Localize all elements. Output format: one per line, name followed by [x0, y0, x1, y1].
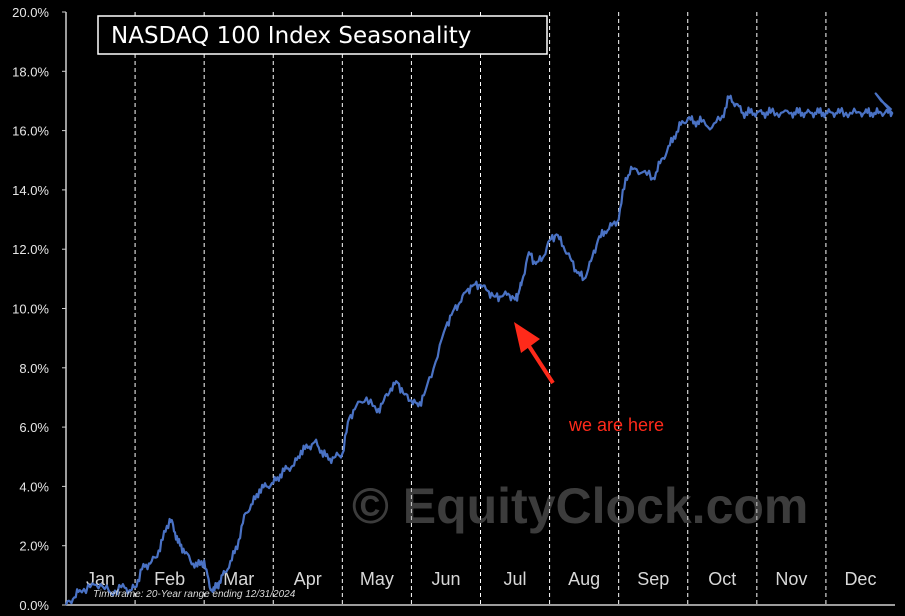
month-label: May: [360, 569, 394, 589]
series-line: [64, 92, 894, 606]
month-label: Nov: [775, 569, 807, 589]
month-label: Feb: [154, 569, 185, 589]
watermark: © EquityClock.com: [352, 478, 808, 534]
month-label: Jul: [504, 569, 527, 589]
month-labels: Jan Feb Mar Apr May Jun Jul Aug Sep Oct Nov Dec: [86, 569, 876, 589]
y-tick-labels: 0.0% 2.0% 4.0% 6.0% 8.0% 10.0% 12.0% 14.0% 16.0%…: [12, 5, 66, 613]
month-label: Dec: [844, 569, 876, 589]
y-tick-label: 2.0%: [19, 539, 49, 554]
month-label: Oct: [708, 569, 736, 589]
y-tick-label: 4.0%: [19, 479, 49, 494]
y-tick-label: 6.0%: [19, 420, 49, 435]
month-label: Apr: [294, 569, 322, 589]
y-tick-label: 8.0%: [19, 361, 49, 376]
footnote: Timeframe: 20-Year range ending 12/31/20…: [93, 589, 296, 600]
y-tick-label: 14.0%: [12, 183, 49, 198]
month-label: Jun: [431, 569, 460, 589]
title-box: NASDAQ 100 Index Seasonality: [97, 15, 548, 55]
y-tick-label: 18.0%: [12, 64, 49, 79]
month-label: Sep: [637, 569, 669, 589]
grid: [134, 12, 827, 605]
month-label: Mar: [223, 569, 254, 589]
y-tick-label: 16.0%: [12, 124, 49, 139]
y-tick-label: 0.0%: [19, 598, 49, 613]
annotation-arrow: [514, 322, 555, 385]
month-label: Aug: [568, 569, 600, 589]
y-tick-label: 10.0%: [12, 302, 49, 317]
y-tick-label: 12.0%: [12, 242, 49, 257]
chart-title: NASDAQ 100 Index Seasonality: [111, 23, 471, 49]
annotation-label: we are here: [568, 415, 664, 435]
y-tick-label: 20.0%: [12, 5, 49, 20]
